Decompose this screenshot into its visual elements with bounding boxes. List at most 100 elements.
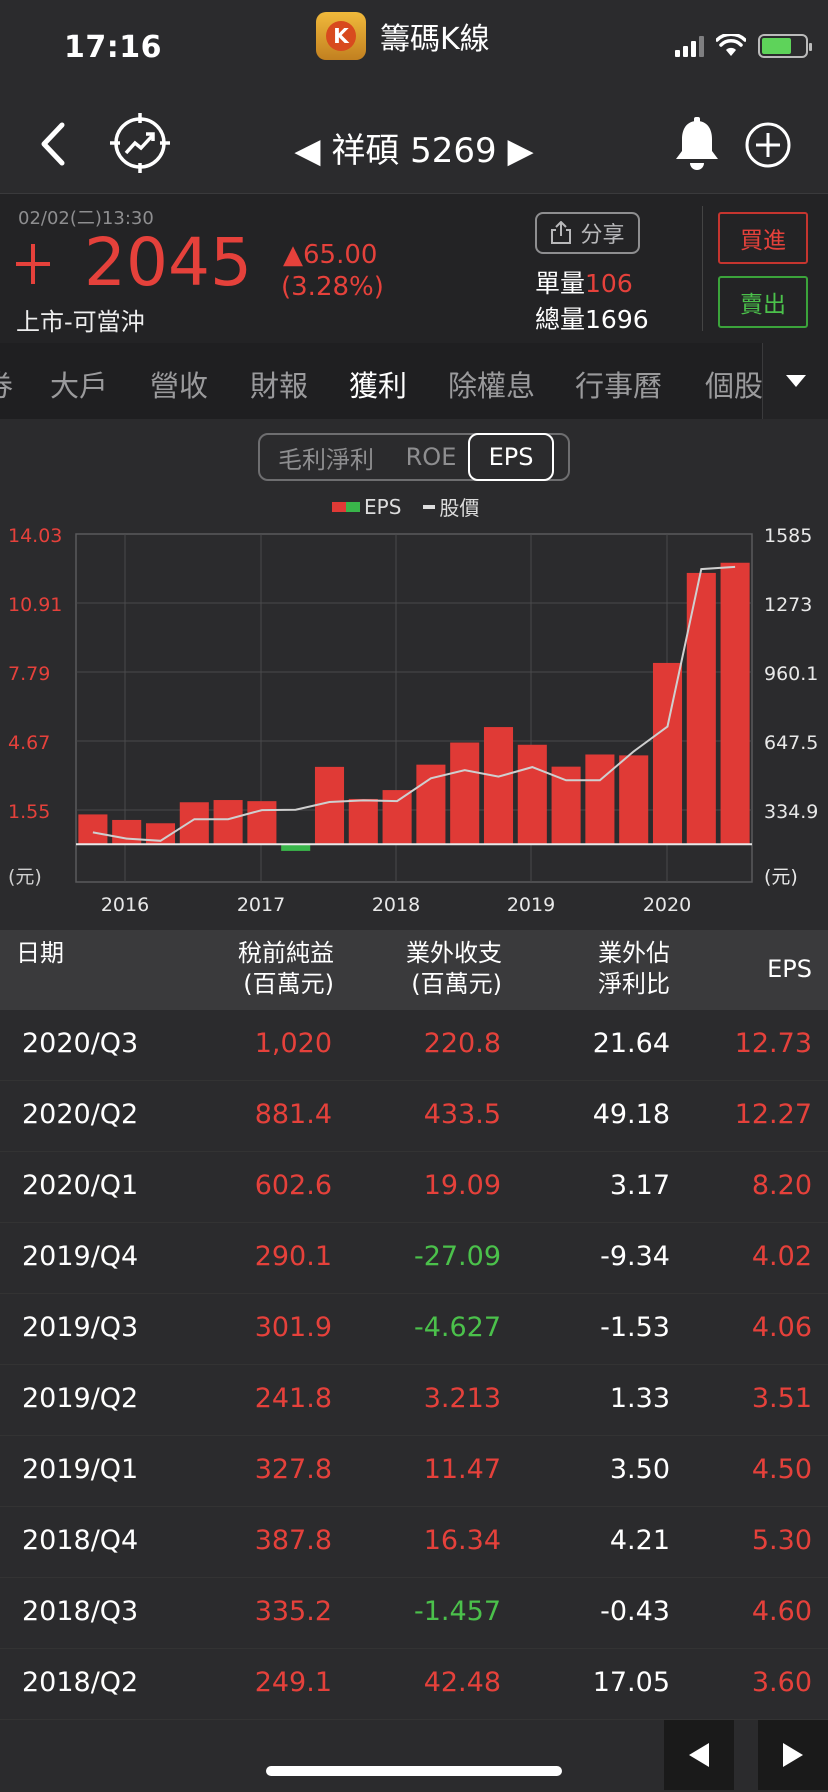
prev-page-button[interactable] [664, 1720, 734, 1790]
total-volume-label: 總量 [535, 305, 586, 334]
tab-financials[interactable]: 財報 [250, 369, 309, 403]
tabs-more-button[interactable] [762, 343, 828, 419]
tab-calendar[interactable]: 行事曆 [575, 369, 663, 403]
trend-target-icon[interactable] [108, 111, 172, 175]
profit-table: 2020/Q3 1,020 220.8 21.64 12.73 2020/Q2 … [0, 1010, 828, 1720]
arrow-right-icon [783, 1743, 803, 1767]
tab-revenue[interactable]: 營收 [150, 369, 209, 403]
header-nonop: 業外收支 (百萬元) [406, 938, 502, 1000]
cell-ratio: 17.05 [592, 1667, 670, 1698]
header-pretax-line2: (百萬元) [243, 970, 334, 998]
eps-bar [720, 562, 750, 845]
buy-button[interactable]: 買進 [718, 212, 808, 264]
cell-ratio: 3.17 [609, 1170, 670, 1201]
header-nonop-ratio: 業外佔 淨利比 [598, 938, 670, 1000]
tab-major-holders[interactable]: 大戶 [50, 369, 109, 403]
cell-nonop: 19.09 [423, 1170, 501, 1201]
x-tick-label: 2017 [237, 894, 285, 916]
app-name: 籌碼K線 [380, 22, 490, 57]
table-row[interactable]: 2018/Q4 387.8 16.34 4.21 5.30 [0, 1507, 828, 1578]
eps-bar [179, 802, 209, 845]
cell-nonop: 16.34 [423, 1525, 501, 1556]
x-tick-label: 2020 [643, 894, 691, 916]
cell-pretax: 241.8 [254, 1383, 332, 1414]
left-tick-label: 14.03 [8, 525, 62, 547]
unit-volume: 單量106 [535, 264, 633, 300]
table-row[interactable]: 2018/Q2 249.1 42.48 17.05 3.60 [0, 1649, 828, 1720]
quote-panel: 02/02(二)13:30 2045 ▲65.00 (3.28%) 上市-可當沖… [0, 193, 828, 343]
quote-datetime: 02/02(二)13:30 [18, 208, 154, 229]
app-logo: K [316, 12, 366, 60]
x-tick-label: 2018 [372, 894, 420, 916]
market-type: 上市-可當沖 [16, 308, 145, 336]
table-row[interactable]: 2020/Q1 602.6 19.09 3.17 8.20 [0, 1152, 828, 1223]
right-tick-label: 647.5 [764, 732, 818, 754]
cell-pretax: 327.8 [254, 1454, 332, 1485]
sell-button[interactable]: 賣出 [718, 276, 808, 328]
add-icon[interactable] [744, 121, 792, 169]
price-up-arrow-icon [16, 244, 50, 284]
cell-eps: 3.51 [751, 1383, 812, 1414]
eps-chart: 14.03 1585 10.91 1273 7.79 960.1 4.67 647.5 1.55… [8, 525, 818, 916]
cell-nonop: 3.213 [423, 1383, 501, 1414]
chevron-down-icon [785, 375, 806, 387]
segment-roe[interactable]: ROE [405, 443, 457, 471]
table-row[interactable]: 2019/Q3 301.9 -4.627 -1.53 4.06 [0, 1294, 828, 1365]
segment-gross-net-margin[interactable]: 毛利淨利 [278, 445, 374, 474]
total-volume-value: 1696 [585, 305, 649, 334]
next-page-button[interactable] [758, 1720, 828, 1790]
cell-ratio: 1.33 [609, 1383, 670, 1414]
eps-bar [551, 766, 581, 845]
table-row[interactable]: 2018/Q3 335.2 -1.457 -0.43 4.60 [0, 1578, 828, 1649]
table-row[interactable]: 2019/Q2 241.8 3.213 1.33 3.51 [0, 1365, 828, 1436]
tab-securities-lending[interactable]: 券 [0, 363, 13, 405]
eps-bar [585, 754, 615, 845]
table-row[interactable]: 2020/Q3 1,020 220.8 21.64 12.73 [0, 1010, 828, 1081]
nav-bar: ◀ 祥碩 5269 ▶ [0, 95, 828, 193]
cell-ratio: -1.53 [600, 1312, 670, 1343]
tab-profit[interactable]: 獲利 [349, 369, 408, 403]
cell-ratio: 21.64 [592, 1028, 670, 1059]
price-change-percent: (3.28%) [281, 272, 384, 302]
cell-eps: 4.50 [751, 1454, 812, 1485]
header-ratio-line1: 業外佔 [598, 939, 670, 967]
total-volume: 總量1696 [535, 300, 649, 336]
tab-stock-info[interactable]: 個股 [705, 369, 764, 403]
app-indicator: K 籌碼K線 [316, 12, 490, 60]
back-icon[interactable] [32, 119, 76, 169]
eps-bar [517, 744, 547, 845]
cell-ratio: 4.21 [609, 1525, 670, 1556]
cell-date: 2018/Q3 [22, 1596, 139, 1627]
stock-title[interactable]: ◀ 祥碩 5269 ▶ [294, 131, 534, 171]
share-label: 分享 [580, 223, 625, 248]
cell-pretax: 249.1 [254, 1667, 332, 1698]
metric-segmented-control: 毛利淨利 ROE EPS [258, 433, 570, 481]
table-row[interactable]: 2019/Q4 290.1 -27.09 -9.34 4.02 [0, 1223, 828, 1294]
bell-icon[interactable] [672, 117, 722, 171]
cell-ratio: -0.43 [600, 1596, 670, 1627]
share-button[interactable]: 分享 [535, 212, 640, 254]
cell-pretax: 881.4 [254, 1099, 332, 1130]
cell-eps: 12.73 [734, 1028, 812, 1059]
cell-eps: 3.60 [751, 1667, 812, 1698]
eps-bar [247, 801, 277, 845]
segment-eps[interactable]: EPS [468, 433, 554, 481]
eps-bar [78, 814, 108, 845]
header-eps: EPS [767, 955, 812, 983]
chart-frame [75, 533, 753, 883]
table-row[interactable]: 2020/Q2 881.4 433.5 49.18 12.27 [0, 1081, 828, 1152]
tab-dividends[interactable]: 除權息 [448, 369, 536, 403]
cell-pretax: 1,020 [254, 1028, 332, 1059]
cell-date: 2019/Q3 [22, 1312, 139, 1343]
left-tick-label: 10.91 [8, 594, 62, 616]
system-icons [675, 34, 812, 58]
table-header: 日期 稅前純益 (百萬元) 業外收支 (百萬元) 業外佔 淨利比 EPS [0, 930, 828, 1010]
cell-nonop: -4.627 [413, 1312, 501, 1343]
cell-date: 2018/Q4 [22, 1525, 139, 1556]
app-logo-letter: K [326, 21, 356, 51]
price-change: ▲65.00 [283, 240, 378, 270]
table-row[interactable]: 2019/Q1 327.8 11.47 3.50 4.50 [0, 1436, 828, 1507]
eps-bar [112, 819, 142, 845]
cell-date: 2020/Q1 [22, 1170, 139, 1201]
cell-date: 2020/Q2 [22, 1099, 139, 1130]
